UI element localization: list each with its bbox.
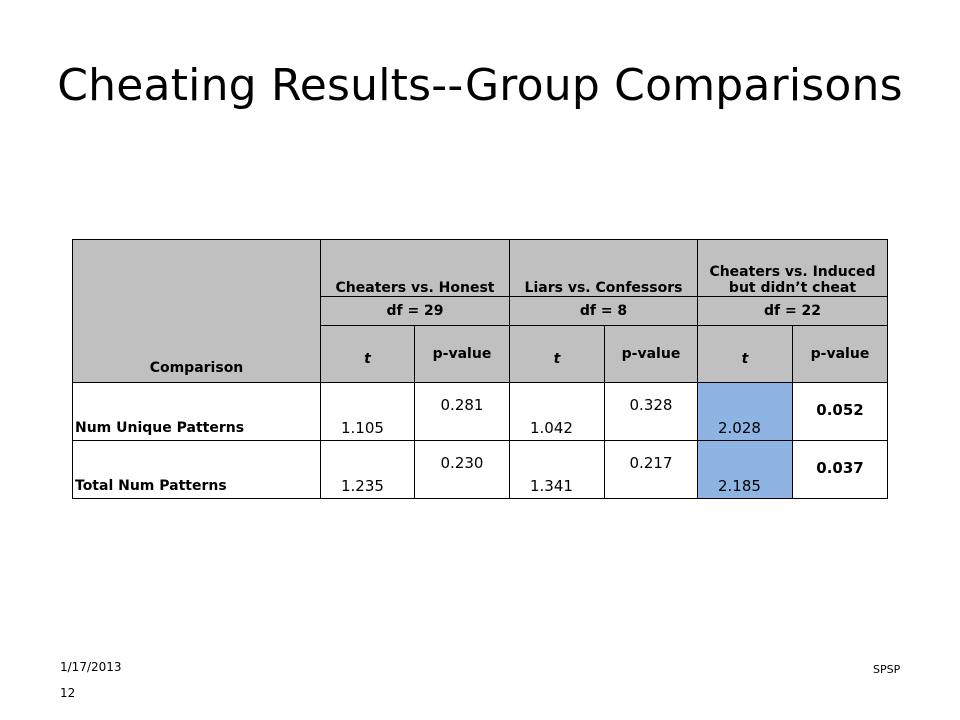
p-value-header: p-value xyxy=(792,325,888,383)
t-value: 1.105 xyxy=(320,382,415,441)
p-value-bold: 0.052 xyxy=(792,382,888,441)
results-table: Comparison Cheaters vs. Honest Liars vs.… xyxy=(72,239,888,499)
t-header: t xyxy=(509,325,605,383)
comparison-header: Comparison xyxy=(72,239,321,383)
t-header: t xyxy=(697,325,793,383)
df-header: df = 22 xyxy=(697,296,888,326)
p-value-header: p-value xyxy=(604,325,698,383)
p-value: 0.328 xyxy=(604,382,698,441)
group-header: Liars vs. Confessors xyxy=(509,239,698,297)
t-value: 1.235 xyxy=(320,440,415,499)
t-value: 1.341 xyxy=(509,440,605,499)
df-header: df = 8 xyxy=(509,296,698,326)
p-value-bold: 0.037 xyxy=(792,440,888,499)
footer-page-number: 12 xyxy=(60,686,76,700)
header-row-stats: t p-value t p-value t p-value xyxy=(73,325,888,383)
slide-title: Cheating Results--Group Comparisons xyxy=(57,60,903,111)
p-value: 0.230 xyxy=(414,440,510,499)
header-row-df: df = 29 df = 8 df = 22 xyxy=(73,296,888,326)
p-value: 0.217 xyxy=(604,440,698,499)
t-value-highlighted: 2.028 xyxy=(697,382,793,441)
group-header: Cheaters vs. Honest xyxy=(320,239,510,297)
header-row-groups: Comparison Cheaters vs. Honest Liars vs.… xyxy=(72,239,888,383)
p-value: 0.281 xyxy=(414,382,510,441)
df-header: df = 29 xyxy=(320,296,510,326)
t-value: 1.042 xyxy=(509,382,605,441)
footer-label: SPSP xyxy=(873,663,901,676)
table-row: Total Num Patterns 1.235 0.230 1.341 0.2… xyxy=(72,440,888,499)
row-label: Total Num Patterns xyxy=(72,440,321,499)
footer-date: 1/17/2013 xyxy=(60,660,122,674)
p-value-header: p-value xyxy=(414,325,510,383)
group-header: Cheaters vs. Induced but didn’t cheat xyxy=(697,239,888,297)
row-label: Num Unique Patterns xyxy=(72,382,321,441)
table-row: Num Unique Patterns 1.105 0.281 1.042 0.… xyxy=(72,382,888,441)
t-header: t xyxy=(320,325,415,383)
t-value-highlighted: 2.185 xyxy=(697,440,793,499)
